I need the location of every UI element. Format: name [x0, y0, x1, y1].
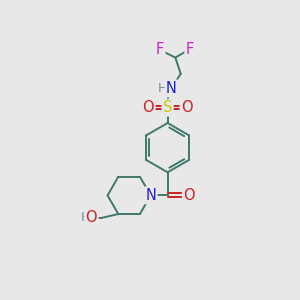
Text: N: N	[145, 188, 156, 203]
Text: N: N	[166, 81, 177, 96]
Text: H: H	[158, 82, 168, 95]
Text: O: O	[181, 100, 193, 115]
Text: S: S	[163, 100, 172, 115]
Text: O: O	[85, 210, 97, 225]
Text: F: F	[156, 42, 164, 57]
Text: F: F	[186, 42, 194, 57]
Text: O: O	[142, 100, 154, 115]
Text: O: O	[183, 188, 195, 203]
Text: H: H	[80, 212, 90, 224]
